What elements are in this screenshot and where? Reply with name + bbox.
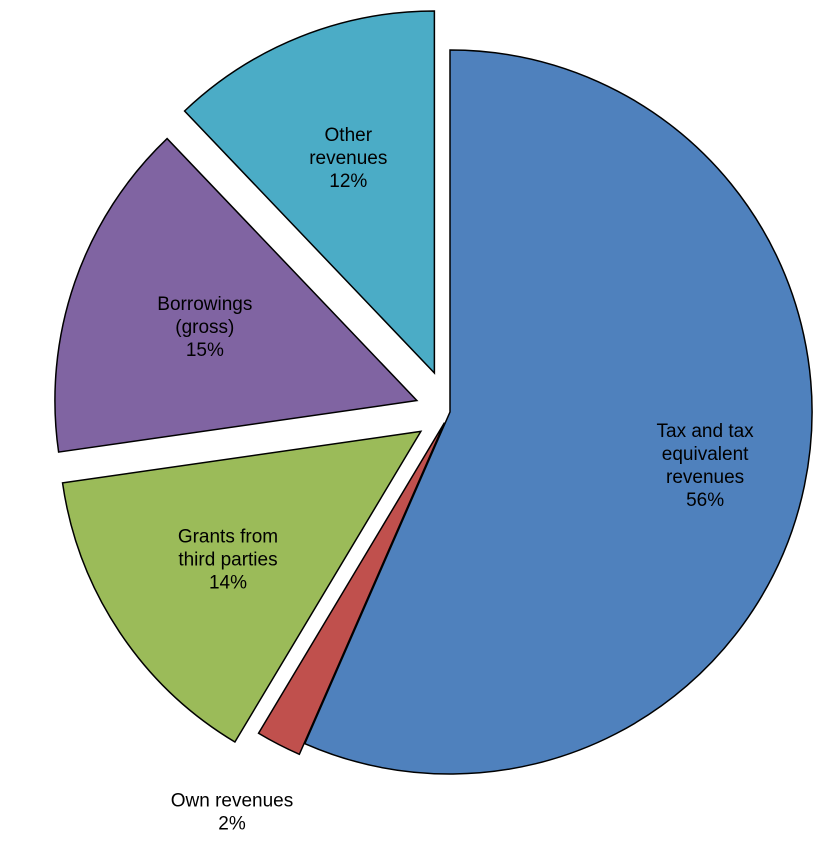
- slice-percent: 15%: [186, 340, 224, 361]
- slice-label: Other revenues 12%: [309, 125, 387, 192]
- pie-slices: [54, 10, 813, 775]
- slice-percent: 2%: [218, 814, 246, 835]
- slice-name-line: Tax and tax: [657, 421, 755, 442]
- slice-name-line: Grants from: [178, 527, 278, 548]
- slice-name-line: Own revenues: [171, 791, 294, 812]
- pie-slice-grants-from-third-parties: [61, 430, 423, 744]
- slice-name-line: equivalent: [662, 444, 749, 465]
- slice-name-line: revenues: [309, 148, 387, 169]
- slice-name-line: Other: [325, 125, 373, 146]
- slice-label: Tax and tax equivalent revenues 56%: [657, 421, 755, 511]
- pie-slice-own-revenues: [257, 422, 446, 756]
- pie-labels: Tax and tax equivalent revenues 56%Own reve…: [157, 125, 754, 835]
- slice-name-line: Borrowings: [157, 294, 252, 315]
- slice-label: Borrowings (gross) 15%: [157, 294, 252, 361]
- slice-name-line: (gross): [175, 317, 234, 338]
- slice-label: Grants from third parties 14%: [178, 527, 278, 594]
- slice-name-line: third parties: [178, 550, 277, 571]
- slice-name-line: revenues: [666, 467, 744, 488]
- pie-slice-other-revenues: [183, 10, 436, 375]
- slice-percent: 12%: [329, 171, 367, 192]
- slice-label: Own revenues 2%: [171, 791, 294, 835]
- slice-percent: 56%: [686, 490, 724, 511]
- pie-slice-borrowings-gross: [54, 137, 419, 453]
- pie-slice-tax-and-tax-equivalent-revenues: [303, 49, 813, 775]
- slice-percent: 14%: [209, 573, 247, 594]
